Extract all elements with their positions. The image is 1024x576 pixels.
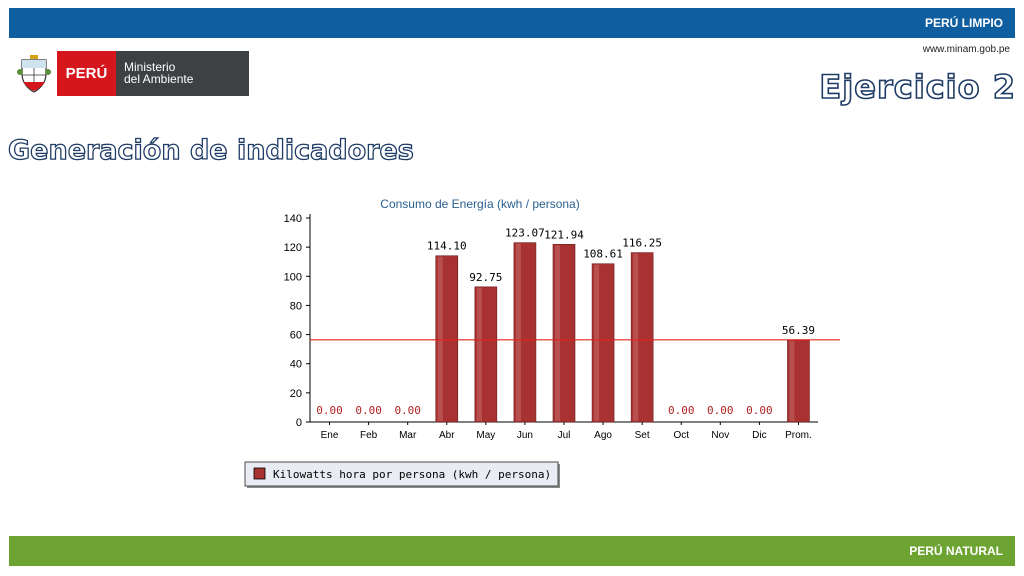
bar-value-label: 56.39 [782, 324, 815, 337]
ministry-logo: PERÚ Ministerio del Ambiente [14, 50, 250, 96]
exercise-title: Ejercicio 2 [819, 67, 1016, 107]
x-tick-label: May [476, 430, 495, 441]
y-tick-label: 120 [284, 242, 302, 254]
x-tick-label: Jul [558, 430, 571, 441]
y-tick-label: 100 [284, 271, 302, 283]
y-tick-label: 60 [290, 330, 302, 342]
logo-ministry: Ministerio del Ambiente [116, 51, 249, 96]
x-tick-label: Mar [399, 430, 417, 441]
x-tick-label: Ene [321, 430, 339, 441]
bar-highlight [789, 340, 795, 421]
top-banner: PERÚ LIMPIO [9, 8, 1015, 38]
bar-value-label: 121.94 [544, 228, 584, 241]
y-tick-label: 0 [296, 417, 302, 429]
x-tick-label: Ago [594, 430, 612, 441]
bar-value-label: 0.00 [707, 404, 734, 417]
y-tick-label: 40 [290, 359, 302, 371]
bar-highlight [476, 287, 482, 421]
bar-highlight [594, 264, 600, 421]
x-tick-label: Abr [439, 430, 455, 441]
x-tick-label: Dic [752, 430, 766, 441]
bottom-banner-text: PERÚ NATURAL [909, 544, 1003, 558]
x-tick-label: Feb [360, 430, 378, 441]
bar-highlight [633, 253, 639, 421]
legend-box [244, 461, 559, 487]
bar-value-label: 108.61 [583, 248, 623, 261]
top-banner-text: PERÚ LIMPIO [924, 16, 1003, 30]
x-tick-label: Oct [673, 430, 689, 441]
bar-value-label: 116.25 [622, 237, 662, 250]
y-tick-label: 140 [284, 213, 302, 225]
bar-highlight [555, 245, 560, 421]
logo-ministry-line1: Ministerio [124, 60, 176, 74]
coat-of-arms-icon [17, 55, 51, 93]
x-tick-label: Nov [711, 430, 729, 441]
bar-value-label: 0.00 [394, 404, 421, 417]
x-tick-label: Set [635, 430, 650, 441]
bar-value-label: 0.00 [746, 404, 773, 417]
page-title: Generación de indicadores [7, 134, 414, 166]
logo-country: PERÚ [57, 51, 116, 96]
bar-value-label: 123.07 [505, 227, 545, 240]
bar-value-label: 0.00 [355, 404, 382, 417]
bar-highlight [515, 243, 521, 421]
energy-bar-chart: Consumo de Energía (kwh / persona) 0 20 40 6… [244, 197, 840, 488]
bottom-banner: PERÚ NATURAL [9, 536, 1015, 566]
logo-ministry-line2: del Ambiente [124, 72, 194, 86]
y-tick-label: 80 [290, 300, 302, 312]
bar-value-label: 0.00 [668, 404, 695, 417]
chart-title: Consumo de Energía (kwh / persona) [380, 197, 579, 211]
bar-value-label: 92.75 [469, 271, 502, 284]
legend-swatch [253, 467, 266, 480]
website-url[interactable]: www.minam.gob.pe [922, 44, 1010, 55]
legend-label: Kilowatts hora por persona (kwh / person… [273, 468, 551, 481]
bar-value-label: 114.10 [427, 240, 467, 253]
bar-value-label: 0.00 [316, 404, 343, 417]
x-tick-label: Prom. [785, 430, 812, 441]
bar-highlight [437, 256, 443, 421]
y-tick-label: 20 [290, 388, 302, 400]
x-tick-label: Jun [517, 430, 533, 441]
